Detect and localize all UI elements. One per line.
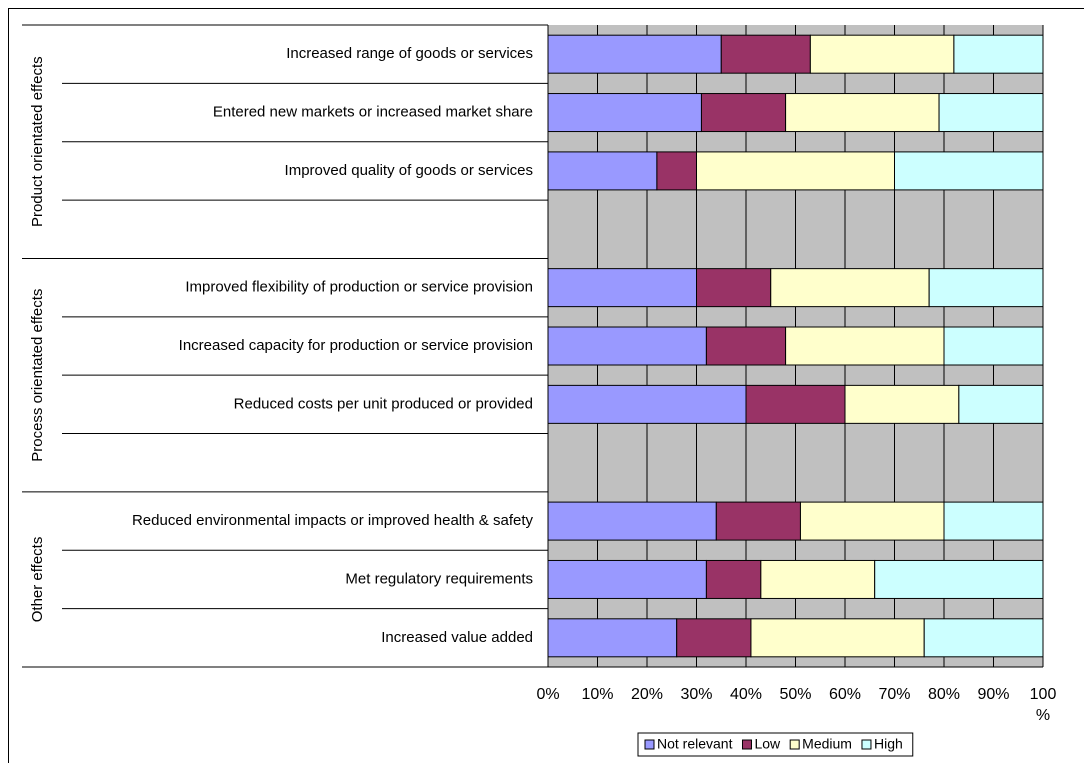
x-tick-label: 40%: [729, 686, 763, 703]
x-tick-label: 70%: [878, 686, 911, 703]
x-tick-label: 80%: [927, 686, 961, 703]
bar-segment: [745, 384, 846, 424]
category-label: Reduced environmental impacts or improve…: [132, 512, 534, 529]
bar-segment: [953, 34, 1044, 74]
bar-segment: [844, 384, 960, 424]
bar-segment: [894, 151, 1044, 191]
bar-segment: [938, 93, 1044, 133]
bar-segment: [705, 326, 787, 366]
bar-segment: [750, 618, 925, 658]
bar-segment: [547, 501, 717, 541]
category-label: Increased value added: [381, 629, 533, 646]
bar-segment: [705, 559, 762, 599]
legend: Not relevant Low Medium High: [637, 732, 914, 757]
bar-segment: [547, 268, 697, 308]
legend-label: High: [874, 736, 903, 752]
bar-segment: [547, 559, 707, 599]
x-tick-label: 0%: [536, 686, 560, 703]
bar-segment: [799, 501, 945, 541]
bar-segment: [547, 34, 722, 74]
bar-segment: [874, 559, 1044, 599]
bar-segment: [547, 93, 702, 133]
legend-swatch: [789, 739, 800, 750]
bar-segment: [700, 93, 787, 133]
legend-swatch: [861, 739, 872, 750]
bar-segment: [696, 268, 772, 308]
category-label: Improved quality of goods or services: [285, 162, 533, 179]
legend-box: [637, 732, 914, 757]
bar-segment: [923, 618, 1044, 658]
category-label: Increased capacity for production or ser…: [179, 337, 533, 354]
x-tick-label: 50%: [779, 686, 812, 703]
group-label: Product orientated effects: [29, 56, 46, 227]
x-tick-label: 60%: [828, 686, 862, 703]
x-tick-label: 20%: [630, 686, 664, 703]
category-label: Increased range of goods or services: [286, 45, 533, 62]
x-tick-label: 30%: [680, 686, 713, 703]
group-label: Other effects: [29, 537, 46, 623]
category-label: Met regulatory requirements: [345, 570, 533, 587]
legend-label: Medium: [802, 736, 852, 752]
bar-segment: [720, 34, 811, 74]
x-tick-label: 10%: [581, 686, 614, 703]
bar-segment: [943, 326, 1044, 366]
bar-segment: [547, 618, 678, 658]
bar-segment: [547, 151, 658, 191]
group-label: Process orientated effects: [29, 289, 46, 462]
bar-segment: [785, 93, 940, 133]
bar-segment: [547, 326, 707, 366]
bar-segment: [656, 151, 698, 191]
bar-segment: [715, 501, 801, 541]
x-tick-label: 100 %: [1029, 686, 1057, 724]
bar-segment: [785, 326, 945, 366]
bar-segment: [809, 34, 955, 74]
bar-segment: [676, 618, 752, 658]
bar-segment: [760, 559, 876, 599]
category-label: Improved flexibility of production or se…: [185, 279, 533, 296]
legend-label: Low: [754, 736, 781, 752]
bar-segment: [958, 384, 1044, 424]
bar-segment: [770, 268, 930, 308]
x-tick-label: 90%: [977, 686, 1010, 703]
bar-segment: [547, 384, 747, 424]
legend-swatch: [741, 739, 752, 750]
legend-label: Not relevant: [657, 736, 733, 752]
bar-segment: [943, 501, 1044, 541]
category-label: Entered new markets or increased market …: [213, 104, 533, 121]
category-label: Reduced costs per unit produced or provi…: [234, 395, 533, 412]
legend-swatch: [644, 739, 655, 750]
bar-segment: [928, 268, 1044, 308]
bar-segment: [696, 151, 895, 191]
